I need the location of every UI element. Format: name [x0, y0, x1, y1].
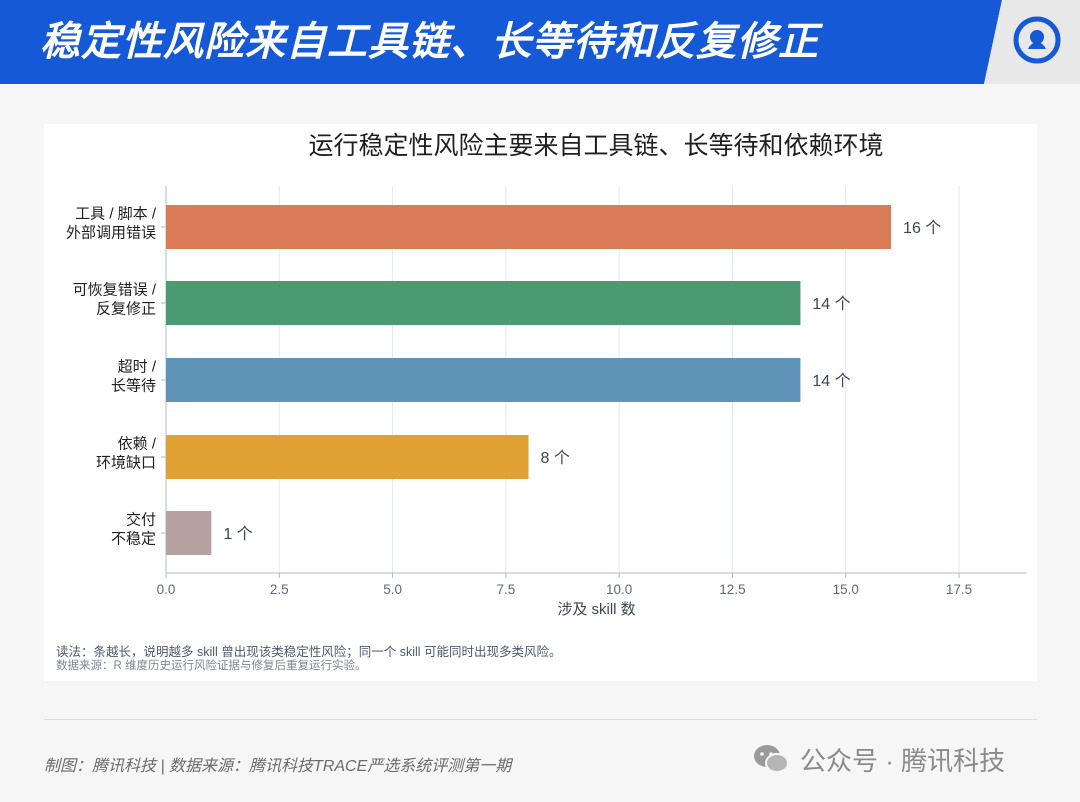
y-category-label: 依赖 /	[118, 436, 157, 453]
x-tick-label: 12.5	[719, 582, 745, 597]
wechat-watermark: 公众号 · 腾讯科技	[752, 741, 1005, 777]
source-note: 数据来源：R 维度历史运行风险证据与修复后重复运行实验。	[56, 660, 367, 672]
y-category-label: 反复修正	[96, 300, 156, 318]
footer-divider	[44, 719, 1037, 720]
page-title: 稳定性风险来自工具链、长等待和反复修正	[40, 20, 819, 64]
x-tick-label: 0.0	[157, 582, 176, 597]
headset-logo-icon	[1013, 16, 1061, 64]
y-category-label: 环境缺口	[96, 454, 156, 472]
bar-chart: 运行稳定性风险主要来自工具链、长等待和依赖环境 0.0 2.5 5.0 7.5 10.0 1…	[66, 132, 1027, 618]
bar	[166, 281, 801, 325]
wechat-icon	[754, 745, 789, 773]
x-tick-label: 7.5	[496, 582, 515, 597]
footer-credit: 制图：腾讯科技 | 数据来源：腾讯科技TRACE严选系统评测第一期	[44, 758, 512, 775]
bar	[166, 205, 892, 249]
y-category-label: 外部调用错误	[66, 225, 156, 242]
x-tick-label: 5.0	[383, 582, 402, 597]
chart-title: 运行稳定性风险主要来自工具链、长等待和依赖环境	[308, 132, 883, 160]
x-axis-label: 涉及 skill 数	[557, 601, 635, 618]
y-category-label: 长等待	[111, 377, 156, 395]
chart-card: 运行稳定性风险主要来自工具链、长等待和依赖环境 0.0 2.5 5.0 7.5 10.0 1…	[44, 124, 1037, 681]
y-category-label: 交付	[126, 511, 156, 529]
x-tick-label: 2.5	[270, 582, 289, 597]
title-banner	[0, 0, 1080, 84]
reading-note: 读法：条越长，说明越多 skill 曾出现该类稳定性风险；同一个 skill 可…	[56, 645, 562, 659]
banner-corner	[984, 0, 1080, 84]
x-tick-label: 15.0	[833, 582, 859, 597]
y-category-label: 不稳定	[111, 531, 156, 548]
bar	[166, 358, 801, 402]
bar-value-label: 1 个	[223, 525, 252, 543]
bar-value-label: 8 个	[541, 449, 570, 467]
bar	[166, 511, 212, 555]
watermark-text: 公众号 · 腾讯科技	[800, 745, 1006, 776]
banner-background	[0, 0, 1002, 84]
bar-value-label: 14 个	[812, 295, 850, 313]
bar-value-label: 16 个	[903, 219, 941, 237]
bar-value-label: 14 个	[812, 372, 850, 390]
y-category-label: 可恢复错误 /	[73, 281, 157, 299]
y-category-label: 超时 /	[118, 359, 157, 376]
y-category-label: 工具 / 脚本 /	[75, 206, 157, 223]
bar	[166, 435, 529, 479]
x-tick-label: 10.0	[606, 582, 632, 597]
x-tick-label: 17.5	[946, 582, 972, 597]
